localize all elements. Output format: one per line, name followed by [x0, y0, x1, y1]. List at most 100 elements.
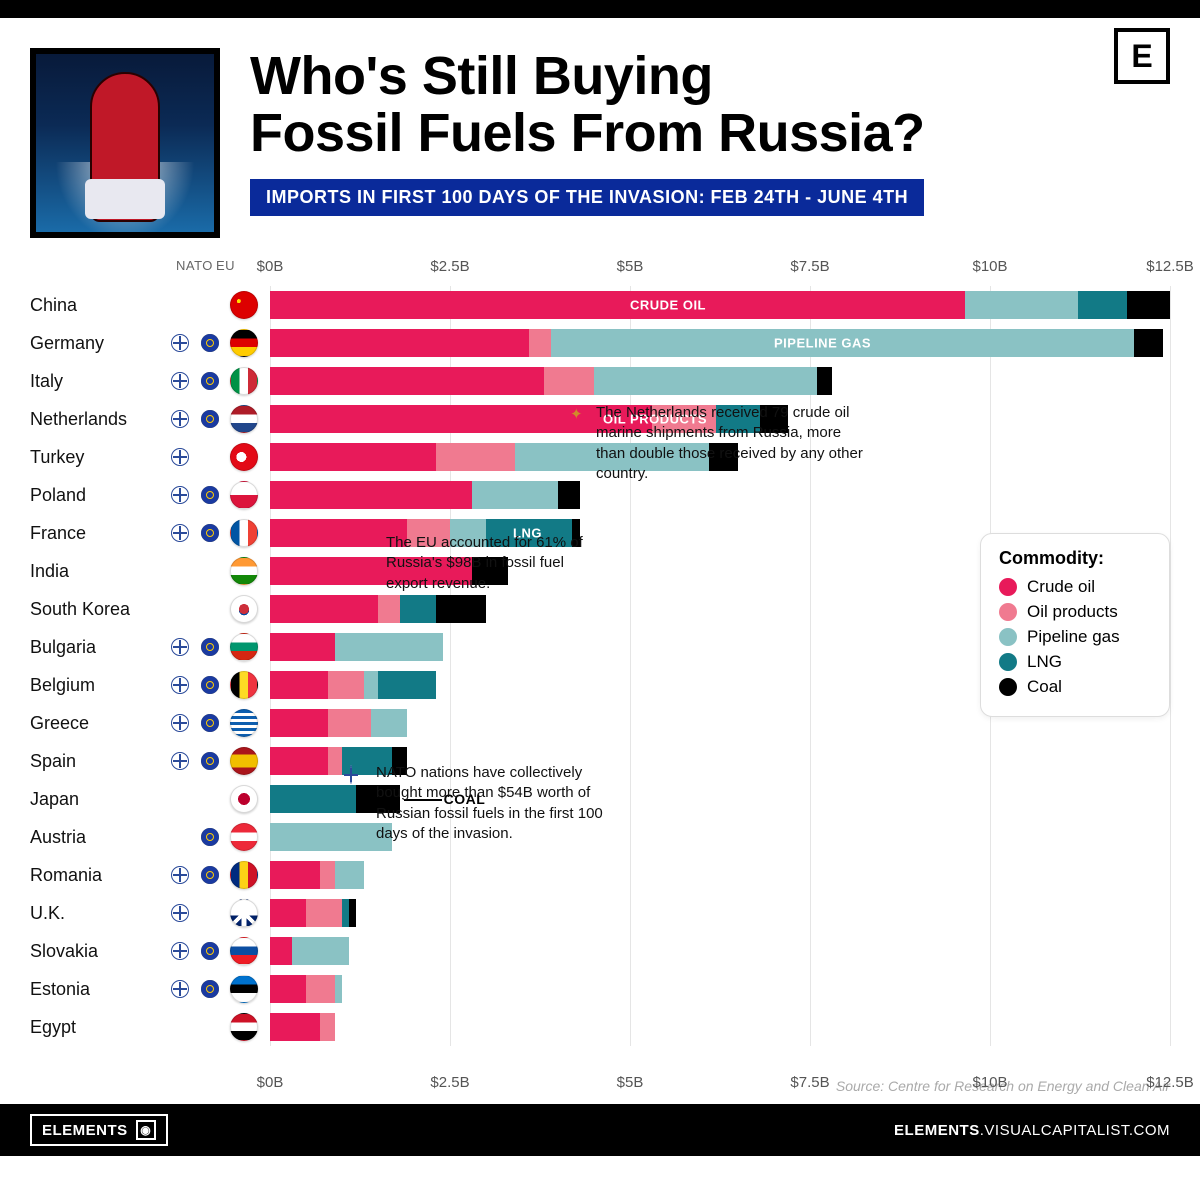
country-flag-icon [230, 671, 258, 699]
axis-tick-label: $7.5B [790, 258, 829, 275]
legend-item: Pipeline gas [999, 627, 1151, 647]
country-label: Netherlands [30, 409, 160, 430]
stacked-bar [270, 367, 1170, 395]
eu-member-icon [200, 523, 220, 543]
country-label: Italy [30, 371, 160, 392]
bar-segment-crude-oil [270, 709, 328, 737]
bar-segment-crude-oil [270, 367, 544, 395]
nato-member-icon [170, 447, 190, 467]
bar-segment-oil-products [328, 671, 364, 699]
country-flag-icon [230, 519, 258, 547]
bar-segment-crude-oil [270, 443, 436, 471]
table-row: GermanyPIPELINE GAS [270, 324, 1170, 362]
bar-segment-pipeline-gas [364, 671, 378, 699]
bar-segment-oil-products [306, 899, 342, 927]
top-bar [0, 0, 1200, 18]
annotation-netherlands-text: The Netherlands received 79 crude oil ma… [596, 403, 870, 484]
bar-segment-crude-oil [270, 329, 529, 357]
country-flag-icon [230, 443, 258, 471]
bar-segment-oil-products [306, 975, 335, 1003]
country-flag-icon [230, 633, 258, 661]
axis-tick-label: $5B [617, 258, 644, 275]
nato-member-icon [170, 865, 190, 885]
country-flag-icon [230, 481, 258, 509]
country-label: Austria [30, 827, 160, 848]
eu-member-icon [200, 333, 220, 353]
annotation-nato: NATO nations have collectively bought mo… [350, 763, 610, 844]
title-block: Who's Still Buying Fossil Fuels From Rus… [250, 48, 1170, 238]
country-label: China [30, 295, 160, 316]
eu-member-icon [200, 827, 220, 847]
legend: Commodity: Crude oilOil productsPipeline… [980, 533, 1170, 717]
page-title: Who's Still Buying Fossil Fuels From Rus… [250, 48, 1170, 161]
annotation-netherlands: ✦ The Netherlands received 79 crude oil … [570, 403, 870, 484]
footer-left-badge: ELEMENTS ◉ [30, 1114, 168, 1146]
table-row: U.K. [270, 894, 1170, 932]
lion-icon: ✦ [570, 405, 588, 423]
legend-swatch [999, 578, 1017, 596]
axis-tick-label: $10B [972, 1074, 1007, 1091]
title-line2: Fossil Fuels From Russia? [250, 103, 925, 163]
bar-label-pipeline-gas: PIPELINE GAS [774, 336, 871, 351]
stacked-bar [270, 937, 1170, 965]
bar-segment-lng [342, 899, 349, 927]
stacked-bar [270, 481, 1170, 509]
brand-logo-e: E [1114, 28, 1170, 84]
country-flag-icon [230, 937, 258, 965]
nato-member-icon [170, 333, 190, 353]
country-flag-icon [230, 785, 258, 813]
country-flag-icon [230, 291, 258, 319]
annotation-nato-text: NATO nations have collectively bought mo… [376, 763, 610, 844]
legend-item: Coal [999, 677, 1151, 697]
bar-segment-crude-oil [270, 975, 306, 1003]
country-flag-icon [230, 861, 258, 889]
country-label: Estonia [30, 979, 160, 1000]
bar-segment-pipeline-gas [335, 975, 342, 1003]
bar-segment-pipeline-gas [335, 861, 364, 889]
country-flag-icon [230, 747, 258, 775]
country-flag-icon [230, 405, 258, 433]
annotation-eu: The EU accounted for 61% of Russia's $98… [360, 533, 590, 594]
header: Who's Still Buying Fossil Fuels From Rus… [30, 18, 1170, 258]
bar-segment-coal [817, 367, 831, 395]
nato-member-icon [170, 941, 190, 961]
bar-segment-coal [1127, 291, 1170, 319]
country-flag-icon [230, 899, 258, 927]
footer-right-bold: ELEMENTS [894, 1122, 980, 1139]
nato-member-icon [170, 713, 190, 733]
bar-label-crude-oil: CRUDE OIL [630, 298, 706, 313]
footer-right: ELEMENTS.VISUALCAPITALIST.COM [894, 1122, 1170, 1139]
title-line1: Who's Still Buying [250, 46, 713, 106]
eu-icon [360, 535, 378, 553]
bar-segment-coal [349, 899, 356, 927]
footer-left-icon: ◉ [136, 1120, 156, 1140]
legend-swatch [999, 653, 1017, 671]
country-label: Japan [30, 789, 160, 810]
stacked-bar: PIPELINE GAS [270, 329, 1170, 357]
subtitle-banner: IMPORTS IN FIRST 100 DAYS OF THE INVASIO… [250, 179, 924, 216]
legend-item: LNG [999, 652, 1151, 672]
bar-segment-pipeline-gas [965, 291, 1078, 319]
eu-member-icon [200, 751, 220, 771]
axis-tick-label: $0B [257, 1074, 284, 1091]
stacked-bar [270, 1013, 1170, 1041]
bar-segment-crude-oil [270, 671, 328, 699]
nato-member-icon [170, 409, 190, 429]
bar-segment-pipeline-gas [371, 709, 407, 737]
bar-segment-crude-oil [270, 937, 292, 965]
legend-label: LNG [1027, 652, 1062, 672]
eu-member-icon [200, 485, 220, 505]
bar-segment-oil-products [436, 443, 515, 471]
country-label: Slovakia [30, 941, 160, 962]
country-label: France [30, 523, 160, 544]
bar-segment-pipeline-gas [292, 937, 350, 965]
bar-segment-crude-oil [270, 633, 335, 661]
bar-segment-oil-products [529, 329, 551, 357]
country-label: Egypt [30, 1017, 160, 1038]
axis-tick-label: $5B [617, 1074, 644, 1091]
bar-segment-oil-products [328, 709, 371, 737]
country-label: Poland [30, 485, 160, 506]
footer: ELEMENTS ◉ ELEMENTS.VISUALCAPITALIST.COM [0, 1104, 1200, 1156]
country-flag-icon [230, 823, 258, 851]
country-label: U.K. [30, 903, 160, 924]
